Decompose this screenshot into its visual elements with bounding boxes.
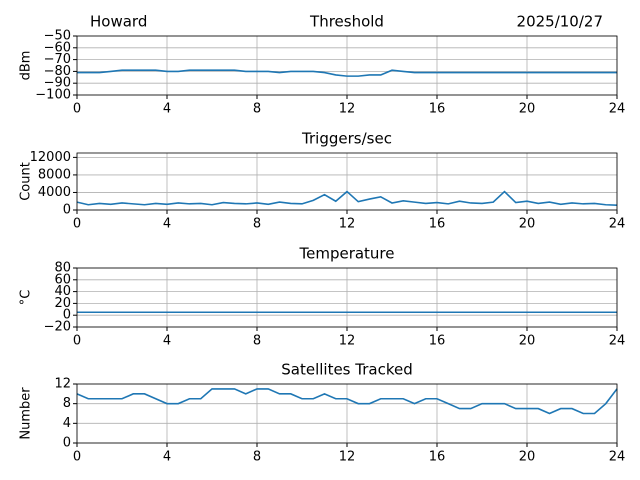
x-tick-label: 8 <box>253 102 261 117</box>
x-tick-label: 24 <box>609 450 626 465</box>
plot-frame <box>76 267 618 328</box>
x-tick-label: 24 <box>609 102 626 117</box>
x-tick-label: 16 <box>429 102 446 117</box>
y-axis-label: Count <box>19 162 34 201</box>
y-tick-label: 0 <box>63 308 71 323</box>
y-tick-label: −90 <box>44 76 71 91</box>
x-tick-label: 8 <box>253 217 261 232</box>
y-tick-label: −80 <box>44 64 71 79</box>
x-tick-label: 4 <box>163 217 171 232</box>
x-tick-label: 20 <box>519 450 536 465</box>
chart-title: Temperature <box>298 245 394 263</box>
series-line <box>76 388 618 415</box>
x-tick-label: 12 <box>339 450 356 465</box>
x-tick-label: 20 <box>519 217 536 232</box>
x-tick-label: 4 <box>163 334 171 349</box>
y-tick-label: 40 <box>54 284 71 299</box>
y-axis-label: Number <box>19 387 34 440</box>
y-tick-label: 20 <box>54 296 71 311</box>
chart-title: Threshold <box>309 13 384 31</box>
x-tick-label: 0 <box>73 217 81 232</box>
x-tick-label: 24 <box>609 217 626 232</box>
series-line <box>77 69 617 77</box>
y-tick-label: −20 <box>44 320 71 335</box>
header-left: Howard <box>90 13 147 31</box>
series-line <box>76 190 618 206</box>
x-tick-label: 12 <box>339 334 356 349</box>
y-tick-label: 12000 <box>30 150 71 165</box>
x-tick-label: 16 <box>429 334 446 349</box>
plot-frame <box>76 152 618 211</box>
y-tick-label: −70 <box>44 52 71 67</box>
y-tick-label: 0 <box>63 436 71 451</box>
y-tick-label: −100 <box>35 88 71 103</box>
plot-frame <box>76 383 618 444</box>
y-tick-label: 12 <box>54 377 71 392</box>
x-tick-label: 20 <box>519 334 536 349</box>
y-tick-label: −50 <box>44 29 71 44</box>
plot-frame <box>76 35 618 96</box>
y-tick-label: 8000 <box>38 167 71 182</box>
x-tick-label: 12 <box>339 217 356 232</box>
y-tick-label: −60 <box>44 40 71 55</box>
y-tick-label: 80 <box>54 261 71 276</box>
x-tick-label: 0 <box>73 102 81 117</box>
x-tick-label: 0 <box>73 450 81 465</box>
y-tick-label: 4 <box>63 416 71 431</box>
x-tick-label: 4 <box>163 450 171 465</box>
header-right: 2025/10/27 <box>517 13 603 31</box>
chart-title: Triggers/sec <box>301 130 392 148</box>
x-tick-label: 24 <box>609 334 626 349</box>
x-tick-label: 4 <box>163 102 171 117</box>
x-tick-label: 8 <box>253 450 261 465</box>
x-tick-label: 0 <box>73 334 81 349</box>
x-tick-label: 20 <box>519 102 536 117</box>
y-axis-label: °C <box>19 290 34 306</box>
y-tick-label: 8 <box>63 396 71 411</box>
y-axis-label: dBm <box>19 51 34 81</box>
chart-title: Satellites Tracked <box>281 361 412 379</box>
y-tick-label: 60 <box>54 272 71 287</box>
x-tick-label: 16 <box>429 450 446 465</box>
x-tick-label: 8 <box>253 334 261 349</box>
x-tick-label: 12 <box>339 102 356 117</box>
y-tick-label: 0 <box>63 203 71 218</box>
x-tick-label: 16 <box>429 217 446 232</box>
y-tick-label: 4000 <box>38 185 71 200</box>
